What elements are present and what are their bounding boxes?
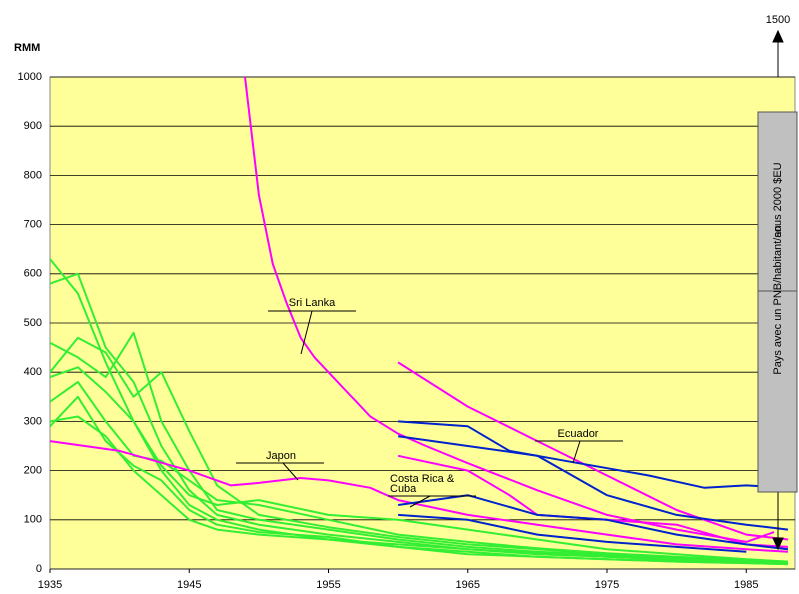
- series-line: [397, 361, 789, 541]
- x-tick-label: 1955: [316, 579, 340, 591]
- y-tick-label: 200: [24, 465, 42, 477]
- annotation: Ecuador: [558, 428, 599, 440]
- x-tick-label: 1945: [177, 579, 201, 591]
- annotation: Japon: [266, 450, 296, 462]
- x-tick-label: 1985: [734, 579, 758, 591]
- y-axis-label: RMM: [14, 42, 40, 54]
- y-tick-label: 0: [36, 563, 42, 575]
- note-box: [757, 111, 798, 493]
- y-tick-label: 300: [24, 415, 42, 427]
- y-tick-label: 500: [24, 317, 42, 329]
- annotation: Costa Rica &: [390, 473, 455, 485]
- y-tick-label: 600: [24, 268, 42, 280]
- annotation: Cuba: [390, 483, 417, 495]
- series-line: [398, 513, 747, 553]
- y-tick-label: 1000: [18, 71, 42, 83]
- series-line: [50, 366, 789, 563]
- leader-lines: [236, 29, 784, 551]
- series-line: [50, 395, 789, 566]
- y-tick-label: 800: [24, 169, 42, 181]
- y-tick-label: 400: [24, 366, 42, 378]
- annotation: 1500: [766, 14, 790, 26]
- series-line: [50, 336, 789, 564]
- series-line: [397, 494, 789, 551]
- x-tick-label: 1975: [595, 579, 619, 591]
- series-line: [398, 420, 789, 489]
- y-tick-label: 100: [24, 514, 42, 526]
- x-tick-label: 1935: [38, 579, 62, 591]
- annotation: Pays avec un PNB/habitant/an: [772, 225, 784, 374]
- series-line: [397, 435, 789, 531]
- annotation: Sri Lanka: [289, 297, 336, 309]
- series-line: [244, 77, 775, 543]
- x-tick-label: 1965: [456, 579, 480, 591]
- y-tick-label: 700: [24, 219, 42, 231]
- annotation: sous 2000 $EU: [772, 162, 784, 237]
- series-line: [50, 381, 789, 563]
- series-line: [50, 440, 789, 553]
- y-tick-label: 900: [24, 120, 42, 132]
